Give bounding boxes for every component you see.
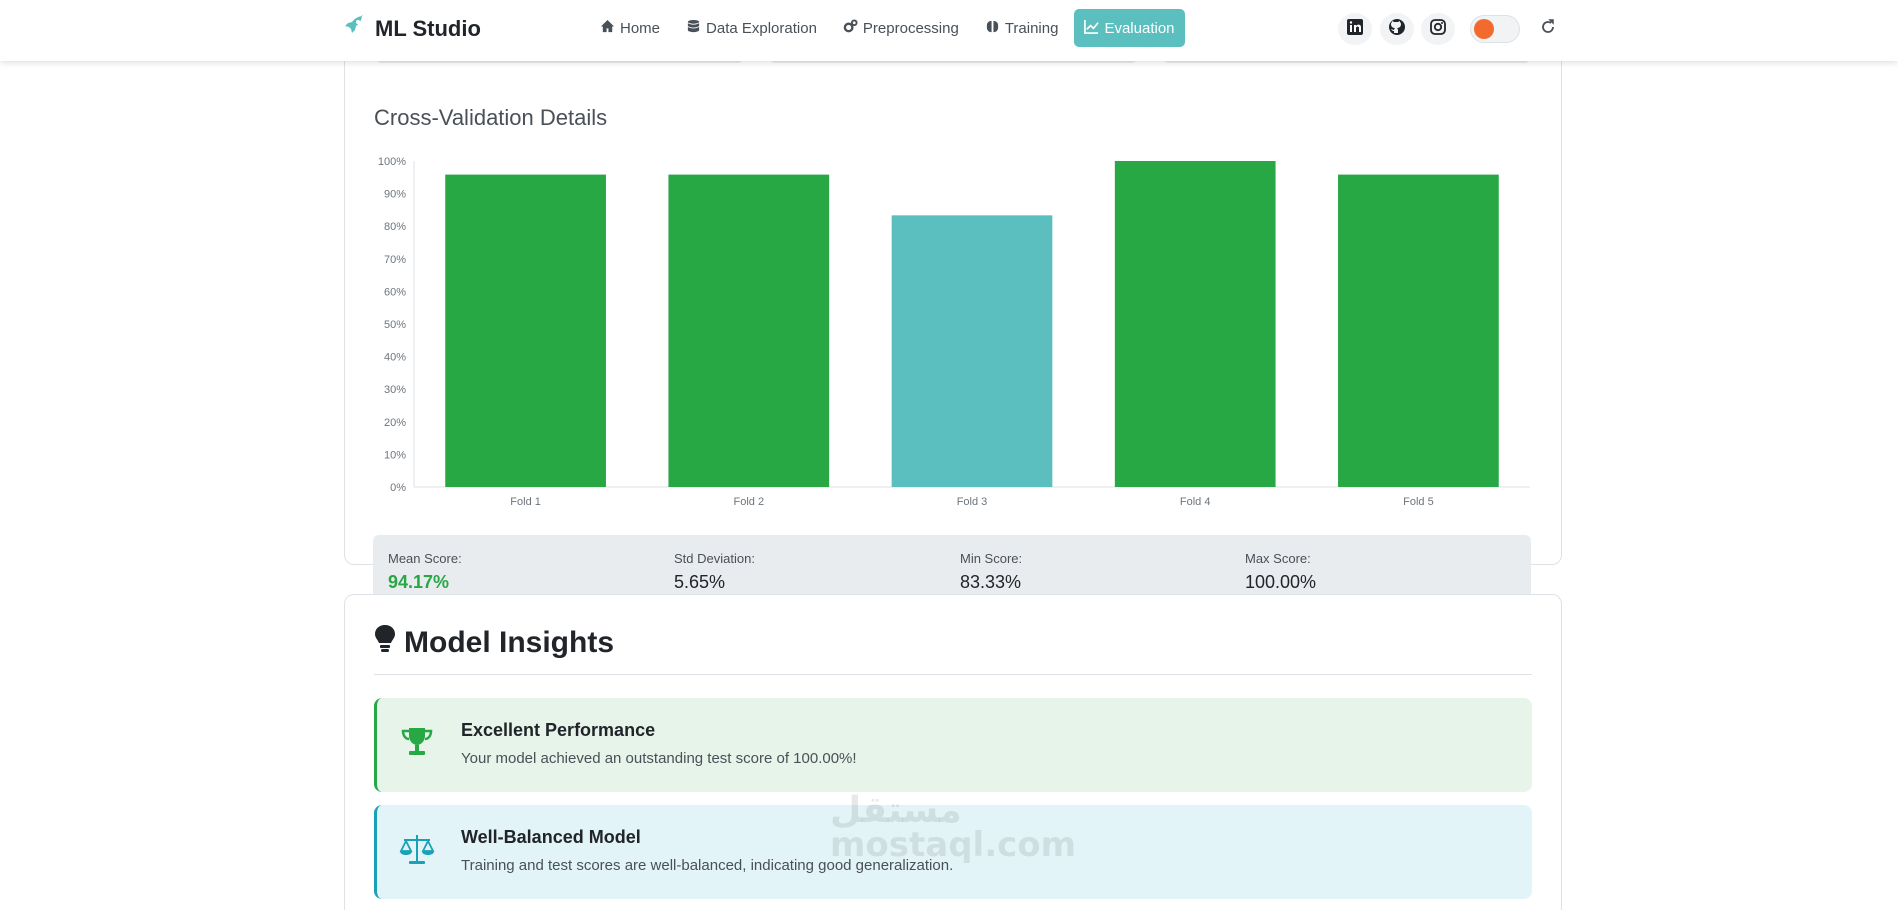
- github-link[interactable]: [1380, 13, 1414, 45]
- bar-fold-3: [891, 215, 1053, 487]
- bar-fold-2: [668, 174, 830, 487]
- watermark: مستقل mostaql.com: [830, 790, 1076, 865]
- nav-item-data-exploration[interactable]: Data Exploration: [676, 9, 827, 47]
- insight-card: Well-Balanced Model Training and test sc…: [374, 805, 1532, 899]
- nav-item-label: Preprocessing: [862, 19, 959, 37]
- watermark-arabic: مستقل: [830, 790, 962, 831]
- toggle-knob: [1474, 19, 1494, 39]
- linkedin-link[interactable]: [1338, 13, 1372, 45]
- brand-label: ML Studio: [375, 16, 481, 41]
- nav-item-evaluation[interactable]: Evaluation: [1074, 9, 1185, 47]
- y-tick-label: 40%: [384, 352, 406, 364]
- bar-fold-5: [1338, 174, 1499, 487]
- nav-item-label: Data Exploration: [706, 19, 817, 37]
- nav-item-label: Evaluation: [1104, 19, 1175, 37]
- rocket-icon: [343, 14, 367, 44]
- instagram-icon: [1429, 18, 1447, 41]
- stat-value: 100.00%: [1245, 572, 1317, 592]
- linkedin-icon: [1346, 18, 1364, 41]
- stat-std: Std Deviation: 5.65%: [674, 551, 755, 593]
- x-tick-label: Fold 3: [957, 496, 988, 508]
- top-navbar: ML Studio Home Data Exploration Preproce…: [0, 0, 1898, 61]
- insight-title: Well-Balanced Model: [461, 827, 641, 847]
- stat-max: Max Score: 100.00%: [1245, 551, 1316, 593]
- stat-min: Min Score: 83.33%: [960, 551, 1022, 593]
- lightbulb-icon: [374, 624, 396, 662]
- y-tick-label: 100%: [378, 156, 406, 168]
- y-tick-label: 0%: [390, 482, 406, 494]
- y-tick-label: 60%: [384, 286, 406, 298]
- brand[interactable]: ML Studio: [343, 14, 481, 44]
- x-tick-label: Fold 2: [734, 496, 765, 508]
- nav-item-training[interactable]: Training: [975, 9, 1069, 47]
- stat-value: 5.65%: [674, 572, 726, 592]
- cv-bar-chart: 0% 10% 20% 30% 40% 50% 60% 70% 80% 90% 100% Fold 1 F…: [378, 156, 1530, 508]
- gears-icon: [843, 18, 858, 38]
- x-tick-label: Fold 4: [1180, 496, 1211, 508]
- x-tick-label: Fold 5: [1403, 496, 1434, 508]
- stat-value: 94.17%: [388, 572, 450, 592]
- y-tick-label: 30%: [384, 384, 406, 396]
- y-tick-label: 70%: [384, 254, 406, 266]
- theme-toggle[interactable]: [1470, 15, 1520, 43]
- stat-value: 83.33%: [960, 572, 1022, 592]
- bar-fold-1: [445, 174, 606, 487]
- stat-label: Mean Score:: [388, 551, 462, 566]
- nav-item-preprocessing[interactable]: Preprocessing: [833, 9, 969, 47]
- insight-title: Excellent Performance: [461, 720, 656, 740]
- nav-item-home[interactable]: Home: [590, 9, 670, 47]
- github-icon: [1388, 18, 1406, 41]
- stat-mean: Mean Score: 94.17%: [388, 551, 462, 593]
- insight-message: Training and test scores are well-balanc…: [461, 857, 954, 874]
- stat-label: Std Deviation:: [674, 551, 755, 566]
- stat-label: Min Score:: [960, 551, 1023, 566]
- y-tick-label: 10%: [384, 449, 406, 461]
- instagram-link[interactable]: [1421, 13, 1455, 45]
- brain-icon: [985, 19, 1000, 38]
- y-tick-label: 20%: [384, 417, 406, 429]
- divider: [374, 674, 1532, 675]
- insight-message: Your model achieved an outstanding test …: [461, 750, 857, 767]
- refresh-icon[interactable]: [1538, 17, 1558, 37]
- database-icon: [686, 19, 701, 38]
- insights-title-label: Model Insights: [404, 626, 614, 659]
- main-nav: Home Data Exploration Preprocessing Trai…: [590, 9, 1185, 47]
- home-icon: [600, 19, 615, 38]
- bar-fold-4: [1114, 161, 1276, 487]
- line-chart-icon: [1084, 19, 1100, 38]
- insight-card: Excellent Performance Your model achieve…: [374, 698, 1532, 792]
- cv-title: Cross-Validation Details: [374, 105, 608, 130]
- watermark-url: mostaql.com: [830, 825, 1077, 865]
- y-tick-label: 80%: [384, 221, 406, 233]
- insights-title: Model Insights: [374, 624, 614, 662]
- y-tick-label: 50%: [384, 319, 406, 331]
- y-tick-label: 90%: [384, 189, 406, 201]
- stat-label: Max Score:: [1245, 551, 1311, 566]
- nav-item-label: Home: [620, 19, 661, 37]
- nav-item-label: Training: [1004, 19, 1059, 37]
- x-tick-label: Fold 1: [510, 496, 541, 508]
